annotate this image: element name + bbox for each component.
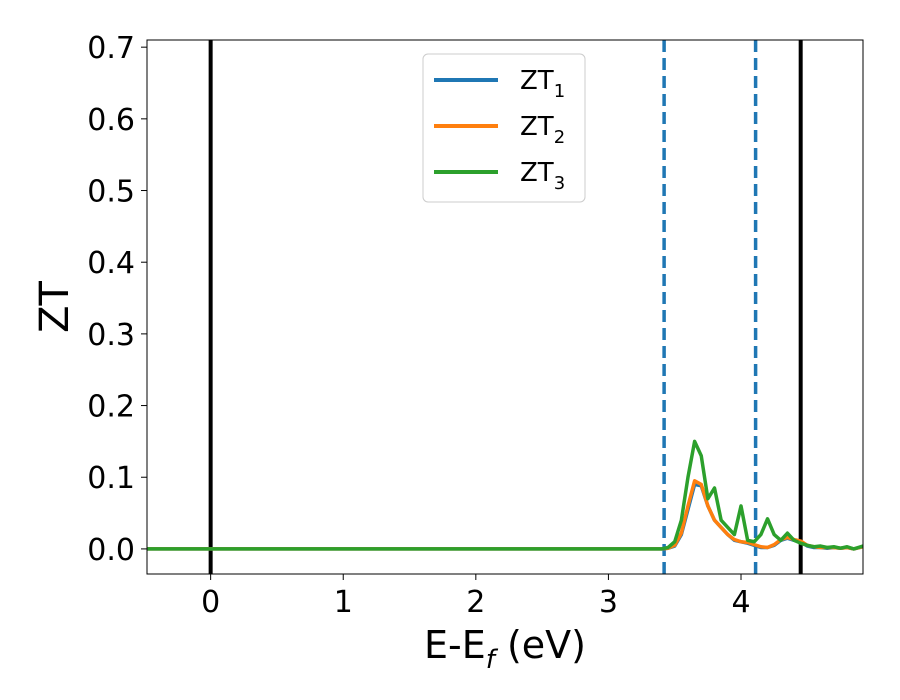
x-tick-label: 3 xyxy=(599,585,618,620)
legend: ZT1 ZT2 ZT3 xyxy=(422,53,586,203)
y-tick-label: 0.0 xyxy=(87,533,135,568)
y-tick-label: 0.3 xyxy=(87,318,135,353)
x-tick-label: 0 xyxy=(201,585,220,620)
x-tick-label: 2 xyxy=(466,585,485,620)
y-tick-label: 0.7 xyxy=(87,31,135,66)
y-tick-label: 0.1 xyxy=(87,461,135,496)
vertical-lines xyxy=(208,40,803,574)
x-tick-label: 1 xyxy=(334,585,353,620)
x-axis-ticks: 0 1 2 3 4 xyxy=(201,574,751,620)
legend-label-zt3: ZT3 xyxy=(520,158,565,194)
series-lines xyxy=(147,439,863,551)
x-tick-label: 4 xyxy=(731,585,750,620)
x-axis-label: E-Ef (eV) xyxy=(424,623,586,675)
series-line-zt3 xyxy=(147,439,863,551)
y-axis-ticks: 0.0 0.1 0.2 0.3 0.4 0.5 0.6 0.7 xyxy=(87,31,147,568)
y-tick-label: 0.5 xyxy=(87,175,135,210)
legend-label-zt1: ZT1 xyxy=(520,66,565,102)
plot-frame xyxy=(146,39,864,575)
legend-box xyxy=(422,53,586,203)
legend-label-zt2: ZT2 xyxy=(520,112,565,148)
y-tick-label: 0.2 xyxy=(87,390,135,425)
y-tick-label: 0.6 xyxy=(87,103,135,138)
y-tick-label: 0.4 xyxy=(87,246,135,281)
y-axis-label: ZT xyxy=(32,281,78,333)
